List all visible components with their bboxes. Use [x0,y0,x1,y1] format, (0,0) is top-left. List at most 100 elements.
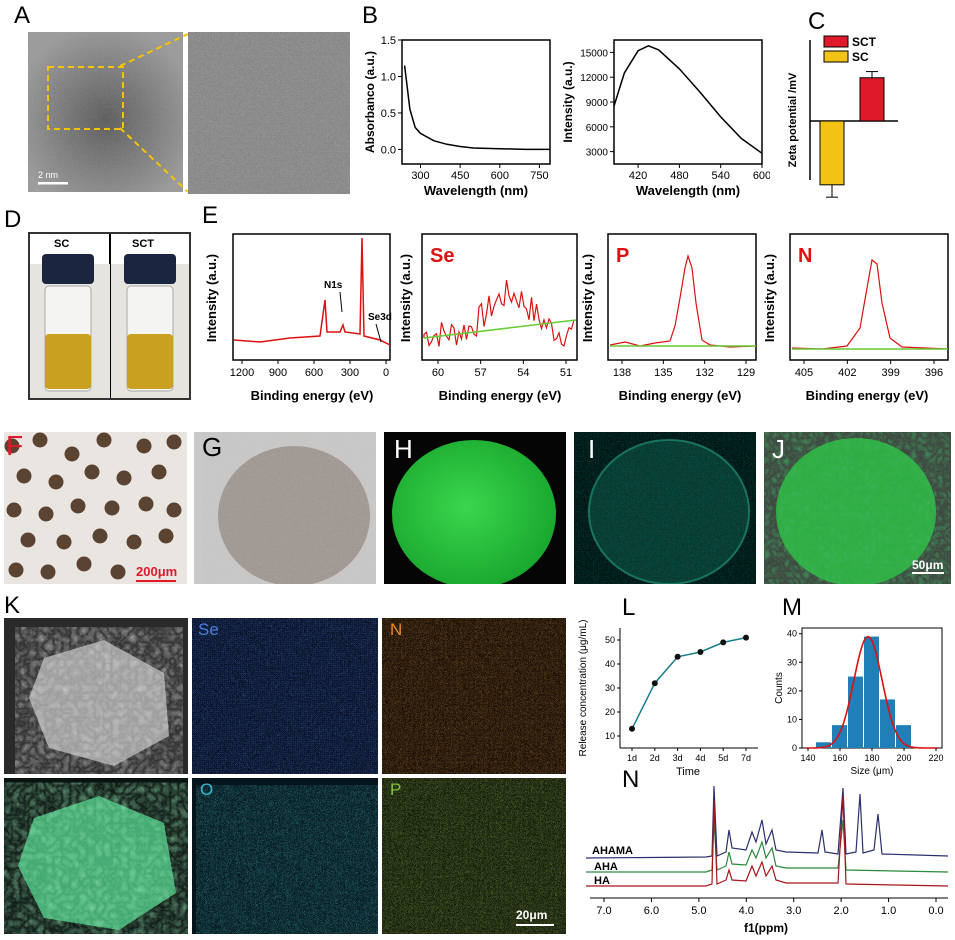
bars [819,71,885,198]
microsphere [32,432,48,448]
release-curve [631,636,747,730]
microsphere [16,468,32,484]
xps-n-chart: N 405 402 399 396 Intensity (a.u.) Binding … [762,233,949,403]
tick-label: 600 [753,170,770,182]
panel-letter-b: B [362,2,379,29]
tick-label: 30 [787,657,797,667]
microsphere [64,446,80,462]
nmr-series-aha [586,819,949,873]
eds-map-p: P 20μm [382,778,566,934]
tick-label: 1.5 [381,35,396,47]
plot-frame [613,39,763,165]
data-point [743,634,749,641]
eds-map-n: N [382,618,566,774]
histogram-bar [896,725,911,748]
tick-label: 40 [787,629,797,639]
scale-bar [516,924,554,926]
panel-letter-g: G [202,432,223,462]
p-title: P [616,245,629,267]
y-axis-label: Absorbanco (a.u.) [363,51,377,153]
tick-label: 4.0 [739,905,754,917]
microsphere [110,564,126,580]
tick-label: 12000 [580,73,608,84]
tick-label: 10 [787,714,797,724]
tick-label: 5.0 [691,905,706,917]
microsphere [76,556,92,572]
nmr-series-ha [586,795,949,887]
panel-letter-c: C [808,8,826,35]
histogram-bar [848,676,863,748]
x-ticks: 300 450 600 750 [411,164,549,182]
n-spectrum [791,258,949,350]
series-label-ahama: AHAMA [592,845,633,857]
xps-survey-chart: N1s Se3d 1200 900 600 300 0 Intensity (a.u.)… [204,233,392,403]
tick-label: 30 [605,683,615,693]
absorbance-chart: 0.0 0.5 1.0 1.5 300 450 600 750 Absorbanco (a.… [363,35,551,198]
tick-label: 2d [650,753,660,763]
tick-label: 57 [475,367,487,379]
tick-label: 300 [411,170,429,182]
x-axis-label: Binding energy (eV) [251,388,374,403]
tick-label: 9000 [586,98,609,109]
legend-swatch-sct [823,35,849,48]
tick-label: 40 [605,659,615,669]
xps-p-chart: P 138 135 132 129 Intensity (a.u.) Binding … [580,233,757,403]
y-axis-label: Intensity (a.u.) [400,254,413,342]
microsphere [138,496,154,512]
eds-map-se: Se [192,618,378,774]
map-label-p: P [390,780,402,799]
microsphere [6,502,22,518]
tick-label: 7d [741,753,751,763]
microsphere [136,438,152,454]
tick-label: 0.0 [928,905,943,917]
microsphere [158,528,174,544]
tick-label: 2.0 [833,905,848,917]
tick-label: 1200 [230,367,254,379]
microsphere [20,532,36,548]
y-axis-label: Intensity (a.u.) [762,254,777,342]
tick-label: 402 [838,367,856,379]
tick-label: 450 [451,170,469,182]
series-label-ha: HA [594,875,610,887]
tick-label: 180 [864,753,879,763]
x-axis-label: Time [676,766,700,778]
tick-label: 200 [896,753,911,763]
legend-swatch-sc [823,50,849,63]
p-spectrum [609,253,757,348]
x-axis-label: Binding energy (eV) [439,388,562,403]
histogram-bar [880,699,895,748]
tem-image: 2 nm [28,32,183,192]
scale-bar-label: 200μm [136,564,178,579]
y-axis-label: Counts [774,672,785,704]
tick-label: 420 [629,170,647,182]
x-axis-label: Binding energy (eV) [619,388,742,403]
tick-label: 4d [695,753,705,763]
nmr-series-ahama [586,785,949,859]
y-ticks: 0.0 0.5 1.0 1.5 [381,35,402,156]
tick-label: 3000 [586,148,609,159]
panel-letter-e: E [202,202,219,229]
panel-letter-i: I [588,434,596,464]
tick-label: 3d [673,753,683,763]
data-point [629,725,635,732]
y-axis-label: Release concentration (μg/mL) [578,620,589,757]
tick-label: 1.0 [881,905,896,917]
tick-label: 138 [613,367,631,379]
panel-letter-a: A [14,2,31,29]
tem-texture [28,32,183,192]
tick-label: 140 [800,753,815,763]
size-distribution-chart: 0 10 20 30 40 140 160 180 200 220 Counts Size (μm… [774,627,944,777]
absorbance-curve [403,65,550,151]
survey-spectrum [233,237,391,346]
tick-label: 51 [560,367,572,379]
tick-label: 5d [718,753,728,763]
emission-curve [613,44,763,154]
data-point [697,649,704,655]
panel-letter-n: N [622,766,640,793]
microsphere [40,564,56,580]
tick-label: 3.0 [786,905,801,917]
scale-bar-label: 50μm [912,558,944,572]
data-point [720,639,727,646]
microsphere [4,438,20,454]
microsphere [70,498,86,514]
